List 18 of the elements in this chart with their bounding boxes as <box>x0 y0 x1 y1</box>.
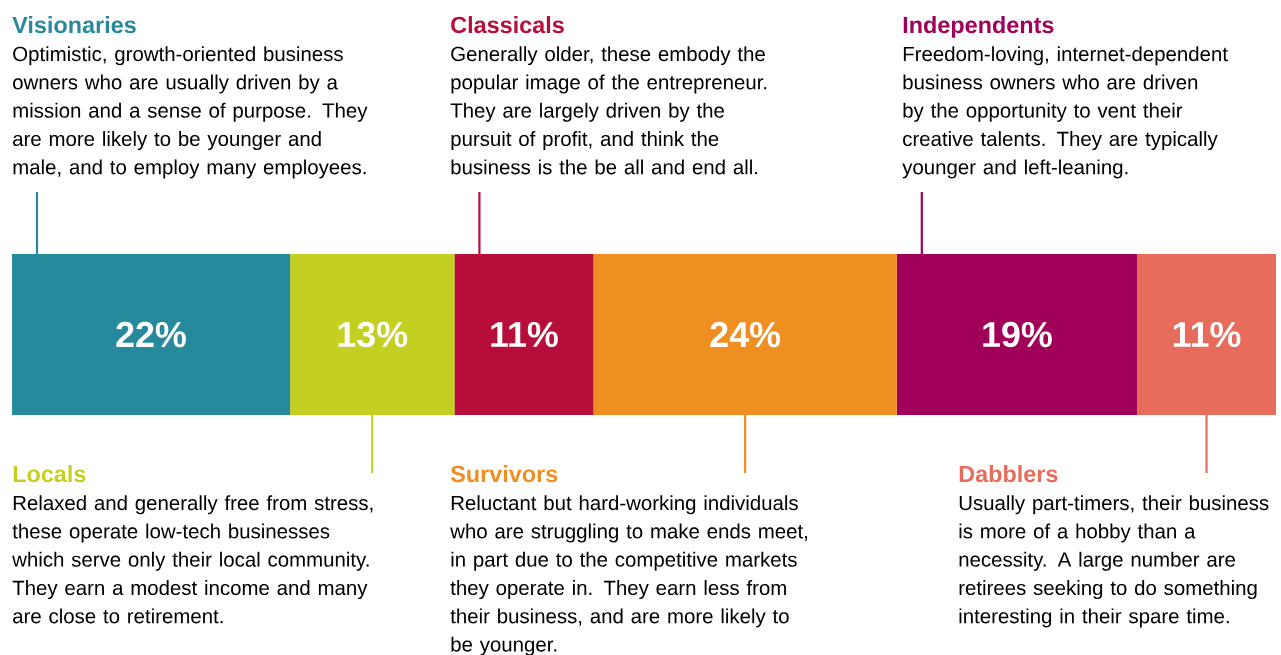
data-label: 19% <box>983 321 1052 348</box>
text: Optimistic, growth-oriented business owners who are usually driven by a mission and a sense of purpose. They are more likely to be younger and male, and to employ many employees. <box>13 46 368 179</box>
text: Relaxed and generally free from stress, these operate low-tech businesses which serve only their local community. They earn a modest income and many are close to retirement. <box>12 495 373 624</box>
text: Visionaries <box>12 16 136 34</box>
data-label: 22% <box>116 321 186 348</box>
text: Independents <box>903 16 1054 38</box>
data-label: 13% <box>338 321 408 348</box>
data-label: 11% <box>1173 321 1241 348</box>
data-label: 24% <box>710 321 781 348</box>
data-label: 11% <box>491 321 558 348</box>
text: Classicals <box>451 16 564 34</box>
text: Reluctant but hard-working individuals who are struggling to make ends meet, in part due to the competitive markets they operate in. They earn less from their business, and are more likely to be younger. <box>450 495 808 655</box>
text: Locals <box>13 465 86 483</box>
text: Dabblers <box>959 465 1058 483</box>
text: Usually part-timers, their business is more of a hobby than a necessity. A large number are retirees seeking to do something interesting in their spare time. <box>959 495 1269 628</box>
text: Survivors <box>450 465 558 483</box>
text: Generally older, these embody the popular image of the entrepreneur. They are largely driven by the pursuit of profit, and think the business is the be all and end all. <box>450 46 767 175</box>
text: Freedom-loving, internet-dependent business owners who are driven by the opportunity to vent their creative talents. They are typically younger and left-leaning. <box>902 46 1228 179</box>
